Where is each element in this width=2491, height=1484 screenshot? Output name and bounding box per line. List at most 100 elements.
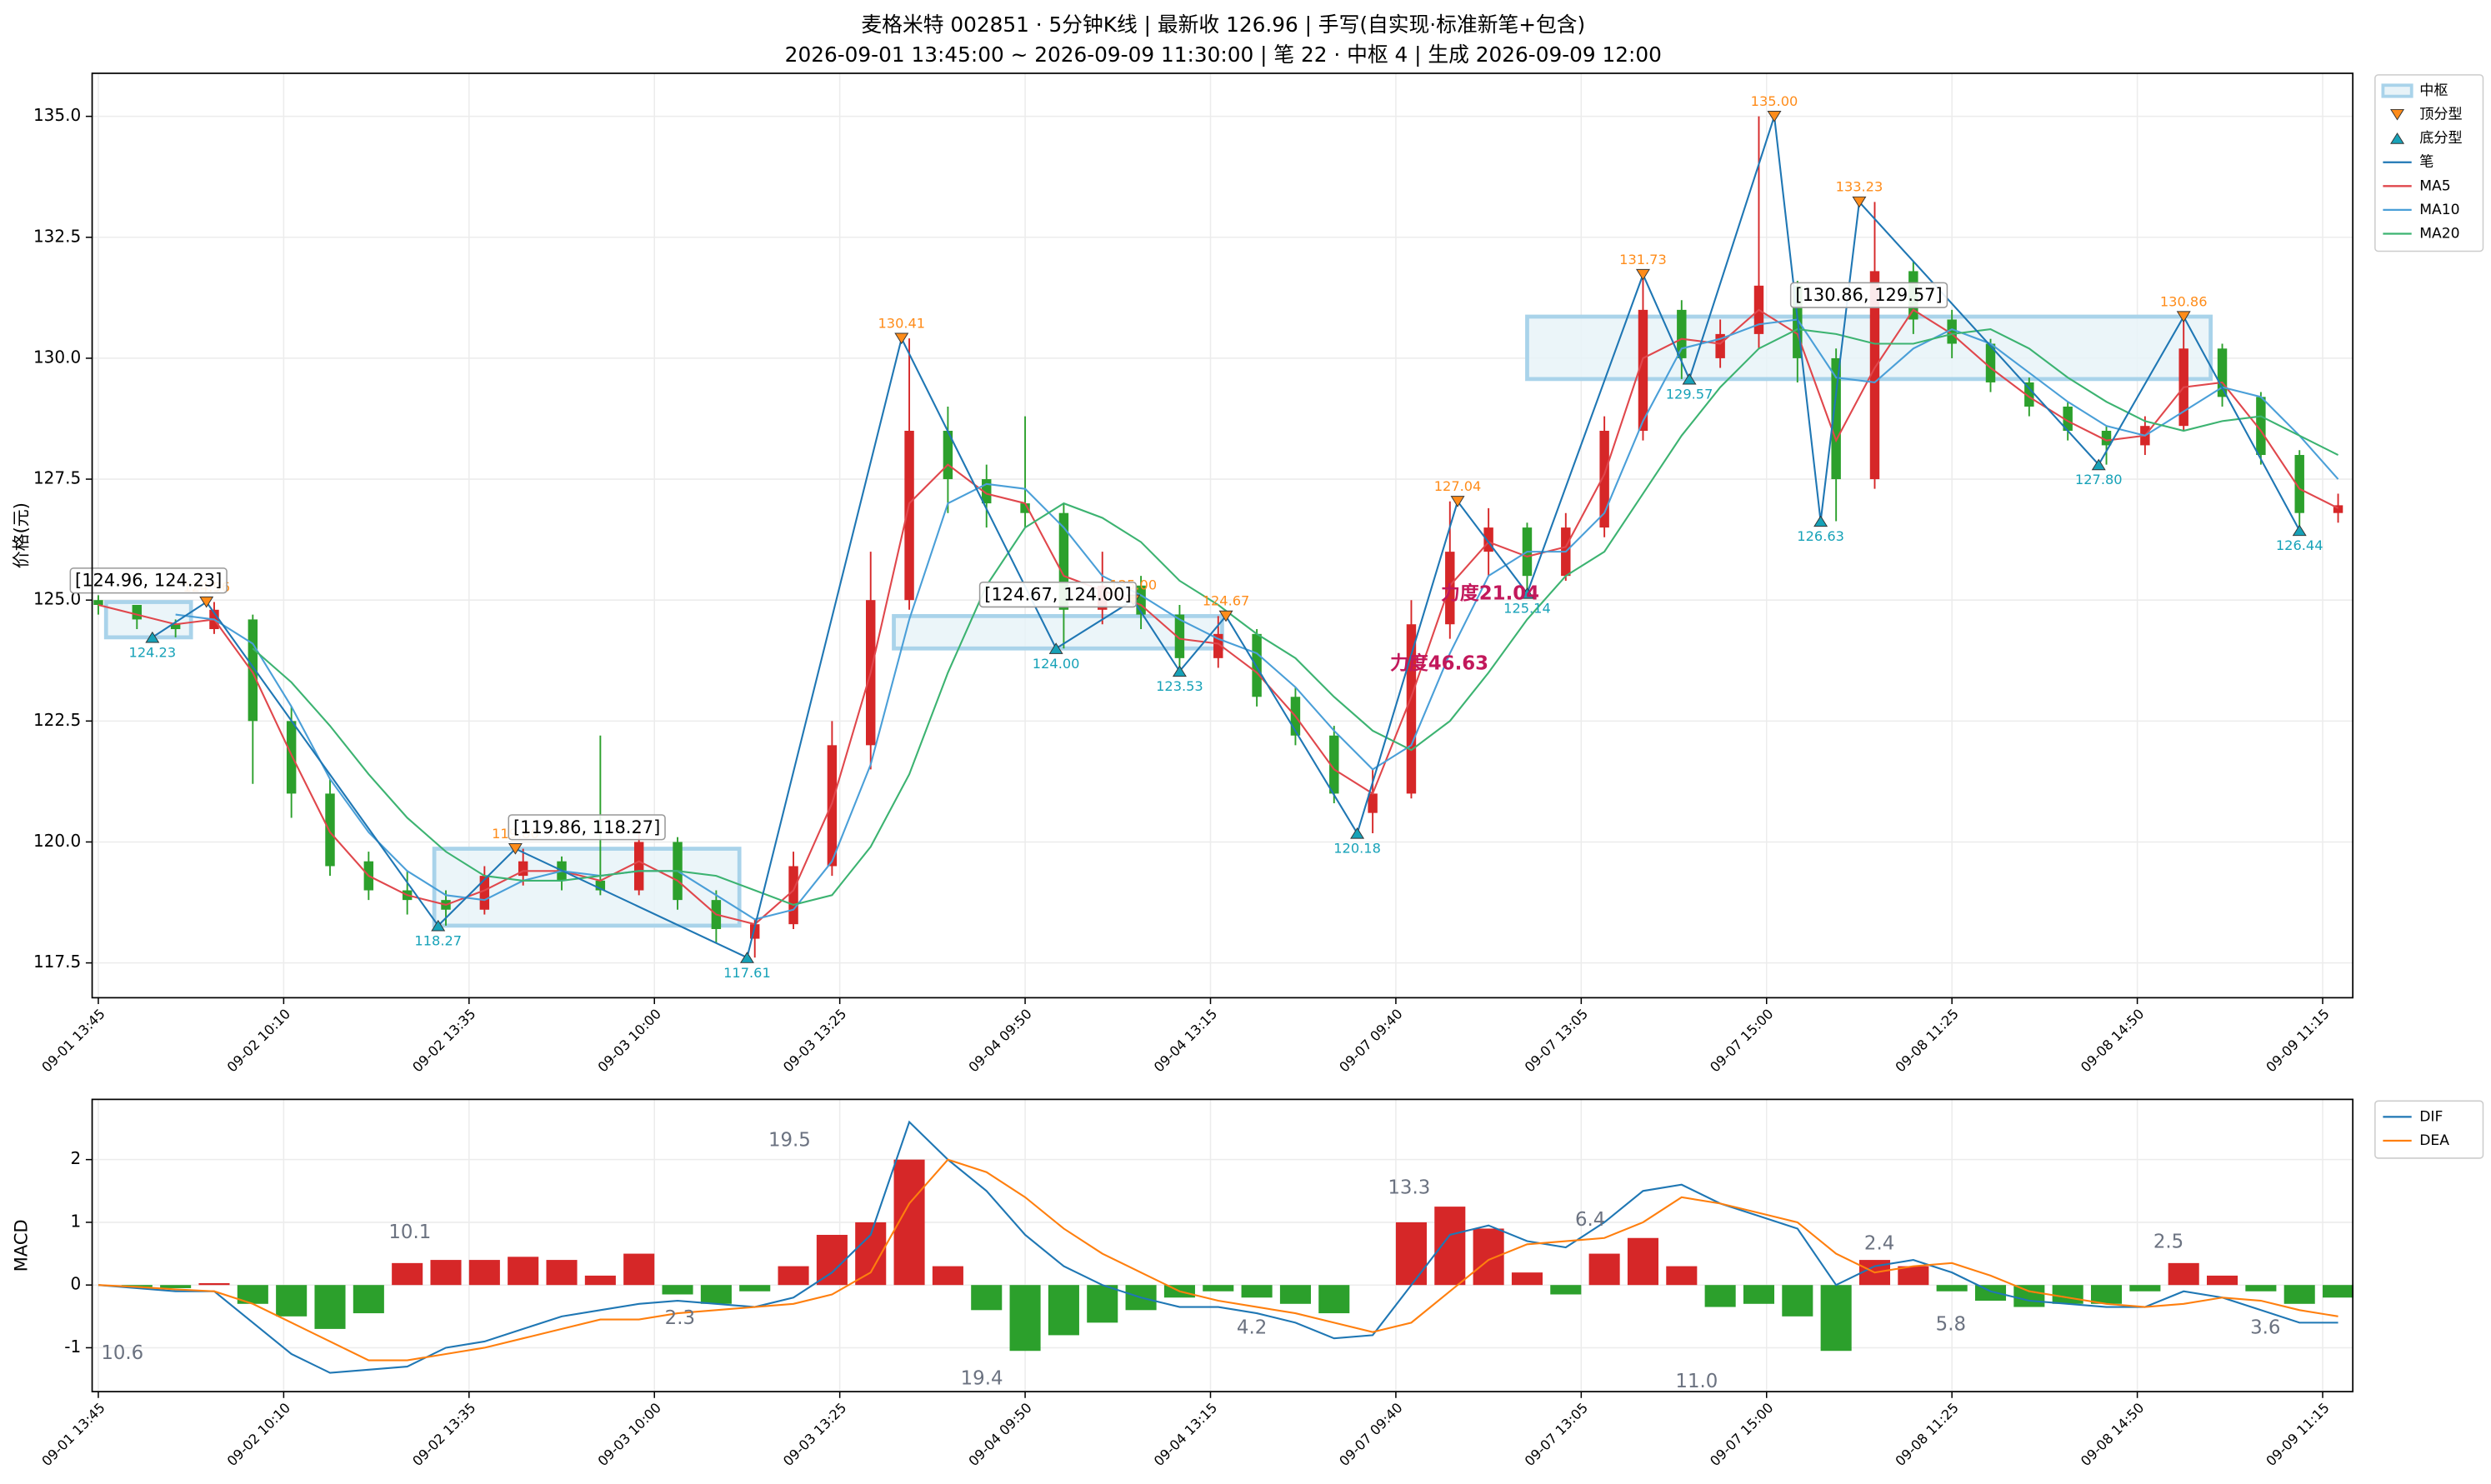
annotation: 4.2 [1237,1317,1267,1338]
annotation: 10.1 [388,1222,431,1243]
zhongshu-box [892,613,1224,651]
zhongshu-label: [124.96, 124.23] [75,571,222,591]
annotation: 2.5 [2153,1231,2183,1252]
macd-bar [2052,1285,2083,1304]
macd-bar [1704,1285,1736,1307]
annotation: 19.4 [961,1367,1003,1389]
macd-bar [1627,1237,1659,1286]
annotation: 5.8 [1936,1314,1966,1336]
macd-bar [1279,1285,1311,1304]
bottom-fractal [1813,515,1828,527]
macd-bar [160,1285,192,1288]
candle-body [788,866,798,925]
annotation: 10.6 [101,1342,143,1364]
zhongshu-label: [130.86, 129.57] [1795,285,1942,305]
y-tick-label: 135.0 [33,105,81,125]
candle-body [1136,585,1146,615]
macd-bar [662,1285,693,1295]
zhongshu-label-box [1789,282,1948,308]
macd-bar [392,1262,423,1286]
fractal-label: 133.23 [1836,179,1883,195]
macd-bar [1898,1266,1929,1286]
fractal-label: 124.67 [1203,593,1250,609]
y-tick-label: 0 [70,1274,81,1294]
macd-bar [1318,1285,1350,1314]
candle-body [982,479,992,504]
candle-body [2217,348,2228,397]
fractal-label: 118.27 [414,932,462,948]
candle-body [1599,430,1609,528]
macd-bar [584,1275,616,1286]
candle-body [827,745,838,867]
fractal-label: 123.53 [1156,678,1203,694]
macd-bar [2090,1285,2123,1304]
candle-body [1483,527,1493,552]
macd-bar [623,1253,655,1286]
fractal-label: 135.00 [1751,93,1798,109]
fractal-label: 125.14 [1503,601,1551,617]
candle-body [2256,397,2266,456]
top-fractal [2176,311,2191,322]
candle-body [749,924,760,939]
fractal-label: 126.44 [2276,537,2323,553]
candle-body [1869,271,1880,480]
bottom-fractal [431,919,446,932]
bottom-fractal [1350,827,1365,839]
bottom-fractal [2292,524,2307,537]
y-tick-label: 122.5 [33,710,81,730]
candle-body [2024,382,2034,407]
macd-bar [2129,1285,2161,1292]
series-line [98,1158,2338,1362]
fractal-label: 127.80 [2075,472,2123,487]
macd-bar [1550,1285,1582,1295]
annotation: 6.4 [1575,1209,1605,1231]
candle-body [2101,430,2112,446]
annotation: 3.6 [2250,1317,2280,1338]
legend-label: MA10 [2419,202,2459,218]
series-line [98,1120,2338,1374]
annotation: 13.3 [1388,1177,1430,1199]
fractal-label: 131.73 [1619,252,1667,267]
legend-label: 顶分型 [2419,107,2462,123]
candle-body [1406,624,1417,794]
macd-bar [1936,1285,1968,1292]
candle-body [2333,505,2343,513]
candle-body [1715,333,1725,358]
macd-bar [1974,1285,2007,1302]
series-line [98,308,2339,926]
candle-body [1368,793,1378,813]
macd-bar [971,1285,1003,1311]
zhongshu-box [103,600,193,640]
fractal-label: 126.63 [1797,528,1844,544]
macd-bar [2323,1285,2354,1298]
bottom-fractal [739,952,754,963]
top-fractal [1767,111,1782,122]
macd-bar [1087,1285,1118,1323]
macd-bar [1666,1266,1698,1286]
y-tick-label: 130.0 [33,347,81,367]
macd-bar [353,1285,384,1314]
macd-bar [1009,1285,1041,1352]
macd-bar [700,1285,732,1304]
macd-bar [1395,1222,1427,1286]
candle-body [286,721,297,794]
zhongshu-label: [124.67, 124.00] [984,585,1131,605]
legend-label: DEA [2419,1132,2449,1149]
candle-body [1058,512,1069,610]
macd-bar [1203,1285,1234,1292]
plot-area [92,72,2353,998]
macd-bar [430,1260,462,1286]
zhongshu-label-box [978,581,1138,608]
y-tick-label: 120.0 [33,831,81,851]
annotation: 2.4 [1864,1232,1894,1254]
macd-bar [2013,1285,2045,1307]
annotation: 力度46.63 [1390,652,1488,675]
top-fractal [508,843,523,855]
y-tick-label: 2 [70,1148,81,1168]
candle-body [1638,309,1648,431]
legend-label: MA20 [2419,225,2459,242]
y-tick-label: 1 [70,1211,81,1231]
candle-body [1947,319,1957,344]
y-tick-label: 127.5 [33,468,81,488]
